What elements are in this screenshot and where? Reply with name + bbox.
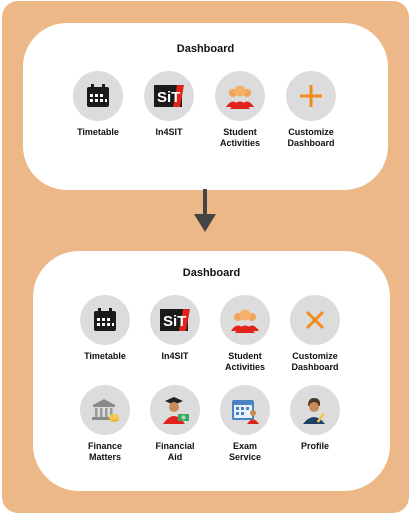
student-group-icon bbox=[220, 295, 270, 345]
svg-text:SiT: SiT bbox=[157, 89, 180, 106]
tile-exam-service[interactable]: Exam Service bbox=[210, 385, 280, 463]
profile-icon bbox=[290, 385, 340, 435]
tile-finance-matters[interactable]: Finance Matters bbox=[70, 385, 140, 463]
bank-icon bbox=[80, 385, 130, 435]
tile-student-activities[interactable]: Student Activities bbox=[210, 295, 280, 373]
exam-calendar-icon bbox=[220, 385, 270, 435]
panel-title: Dashboard bbox=[176, 43, 235, 55]
tile-label: In4SIT bbox=[161, 351, 189, 361]
tile-label: Student Activities bbox=[224, 351, 266, 372]
tile-label: Finance Matters bbox=[87, 441, 122, 462]
in4sit-logo: SiT bbox=[144, 71, 194, 121]
tile-profile[interactable]: Profile bbox=[280, 385, 350, 452]
in4sit-logo: SiT bbox=[150, 295, 200, 345]
plus-icon bbox=[286, 71, 336, 121]
tile-in4sit[interactable]: SiT In4SIT bbox=[140, 295, 210, 362]
tile-timetable[interactable]: Timetable bbox=[70, 295, 140, 362]
dashboard-panel-after: Dashboard Timetable SiT In4SIT Student A… bbox=[33, 251, 390, 491]
student-group-icon bbox=[215, 71, 265, 121]
graduate-money-icon bbox=[150, 385, 200, 435]
tile-label: Customize Dashboard bbox=[291, 351, 339, 372]
tile-in4sit[interactable]: SiT In4SIT bbox=[134, 71, 204, 138]
tile-financial-aid[interactable]: Financial Aid bbox=[140, 385, 210, 463]
tile-label: Customize Dashboard bbox=[287, 127, 335, 148]
tile-label: Profile bbox=[300, 441, 329, 451]
tile-timetable[interactable]: Timetable bbox=[63, 71, 133, 138]
calendar-icon bbox=[80, 295, 130, 345]
tile-label: Exam Service bbox=[228, 441, 262, 462]
tile-customize-dashboard[interactable]: Customize Dashboard bbox=[276, 71, 346, 149]
arrow-down-icon bbox=[194, 189, 216, 232]
dashboard-panel-before: Dashboard Timetable SiT In4SIT Student A… bbox=[23, 23, 388, 190]
tile-label: Financial Aid bbox=[155, 441, 195, 462]
tile-label: In4SIT bbox=[155, 127, 183, 137]
tile-customize-dashboard[interactable]: Customize Dashboard bbox=[280, 295, 350, 373]
tile-label: Timetable bbox=[77, 127, 119, 137]
tile-student-activities[interactable]: Student Activities bbox=[205, 71, 275, 149]
calendar-icon bbox=[73, 71, 123, 121]
close-icon bbox=[290, 295, 340, 345]
svg-text:SiT: SiT bbox=[163, 313, 186, 330]
panel-title: Dashboard bbox=[182, 267, 241, 279]
tile-label: Student Activities bbox=[219, 127, 261, 148]
tile-label: Timetable bbox=[84, 351, 126, 361]
